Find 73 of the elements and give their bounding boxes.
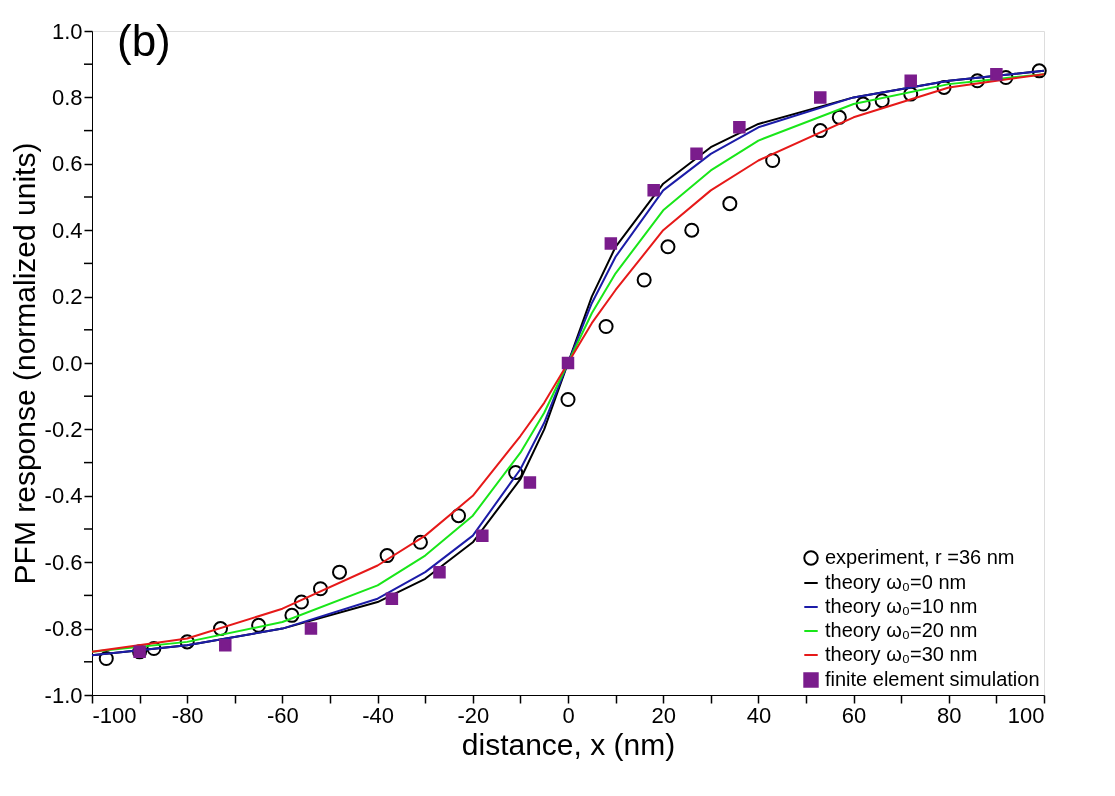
point [379,548,395,564]
y-tick-label: -1.0 [44,682,83,708]
y-tick-label: 1.0 [51,18,83,44]
point [451,508,467,524]
point [332,564,348,580]
legend-label: theory ω₀=10 nm [825,595,978,617]
point [560,392,576,408]
point [385,592,399,605]
point [636,272,652,288]
point [855,96,871,112]
x-tick-label: 100 [1007,702,1045,728]
y-tick-label: 0.4 [51,217,83,243]
point [733,121,746,134]
x-tick-label: -80 [171,702,204,728]
point [904,74,917,88]
point [660,239,676,255]
y-tick-label: 0.0 [51,350,83,376]
point [293,594,309,610]
legend-label: finite element simulation [825,668,1040,690]
point [433,565,446,579]
point [936,79,952,95]
point [814,91,827,104]
point [213,621,229,637]
legend-label: experiment, r =36 nm [825,546,1015,568]
point [598,318,614,334]
x-tick-label: 80 [937,702,962,728]
point [508,465,524,481]
x-tick-label: 60 [841,702,867,728]
point [765,152,781,168]
x-tick-label: -20 [457,702,490,728]
point [812,123,828,139]
point [251,617,267,633]
point [990,67,1003,81]
x-axis-title: distance, x (nm) [461,727,676,761]
legend-label: theory ω₀=20 nm [825,619,978,641]
point [690,147,703,161]
y-tick-label: 0.8 [51,84,83,110]
y-tick-label: -0.8 [44,616,83,642]
point [722,196,738,212]
y-tick-label: -0.6 [44,549,83,575]
point [684,222,700,238]
point [874,93,890,109]
y-tick-label: 0.2 [51,284,83,310]
y-tick-label: -0.2 [44,416,83,442]
x-tick-label: 0 [562,702,575,728]
point [561,356,575,370]
x-tick-label: -40 [362,702,394,728]
annotation: (b) [117,16,171,65]
point [903,86,919,102]
point [284,607,300,623]
x-tick-label: 20 [651,702,676,728]
y-tick-label: -0.4 [44,483,83,509]
point [604,237,618,250]
point [179,634,195,650]
y-axis-title: PFM response (normalized units) [7,142,41,585]
y-tick-label: 0.6 [51,151,83,177]
legend-label: theory ω₀=0 nm [825,571,967,593]
point [312,581,328,597]
point [476,529,489,542]
point [412,534,428,550]
point [998,69,1014,85]
point [146,641,162,657]
point [304,622,318,635]
point [831,109,847,125]
point [969,73,985,89]
legend-label: theory ω₀=30 nm [825,643,978,665]
x-tick-label: -100 [92,702,137,728]
x-tick-label: 40 [746,702,772,728]
point [647,184,660,197]
point [219,638,232,652]
point [98,650,114,666]
x-tick-label: -60 [267,702,299,728]
point [523,476,537,489]
